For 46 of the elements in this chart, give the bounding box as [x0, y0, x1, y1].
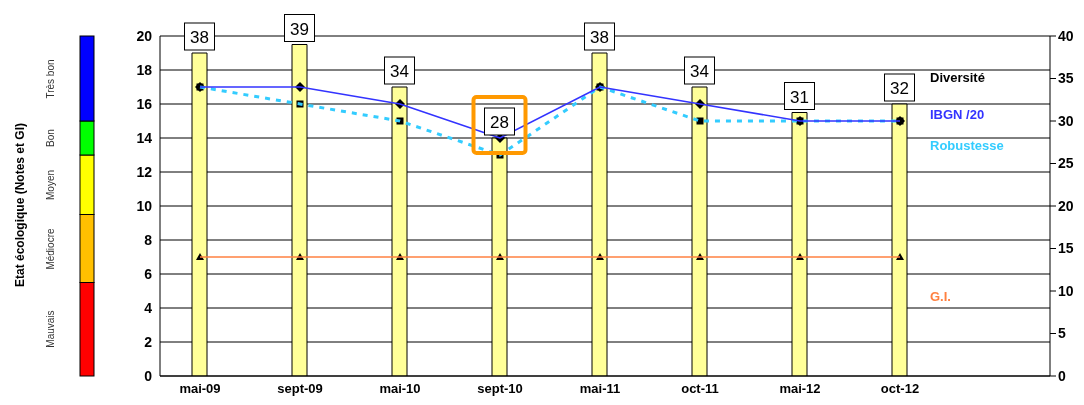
- y-tick-label: 18: [136, 61, 153, 78]
- text: G.I.: [930, 289, 951, 304]
- y-tick-label: 16: [136, 95, 153, 112]
- y-tick-label: 20: [136, 27, 153, 44]
- x-tick-label: oct-11: [681, 381, 719, 397]
- y-tick-label: 0: [144, 367, 153, 384]
- y-tick-label: 8: [144, 231, 153, 248]
- y-tick-label: 6: [144, 265, 153, 282]
- text: Médiocre: [45, 227, 56, 270]
- data-label: 28: [490, 113, 509, 132]
- text: Robustesse: [930, 138, 1004, 153]
- text: Moyen: [45, 169, 56, 200]
- y2-tick-label: 20: [1058, 197, 1074, 214]
- x-tick-label: mai-10: [379, 381, 421, 397]
- y2-tick-label: 5: [1058, 325, 1066, 342]
- y2-tick-label: 40: [1058, 27, 1074, 44]
- y-tick-label: 10: [136, 197, 153, 214]
- text: Très bon: [45, 58, 56, 99]
- data-label: 39: [290, 19, 309, 39]
- y2-tick-label: 25: [1058, 155, 1074, 172]
- y-tick-label: 14: [136, 129, 153, 146]
- data-label: 34: [690, 62, 709, 81]
- y2-tick-label: 15: [1058, 240, 1074, 257]
- x-tick-label: sept-09: [277, 381, 323, 397]
- y-tick-label: 4: [144, 299, 153, 316]
- text: Mauvais: [45, 309, 57, 350]
- y2-tick-label: 35: [1058, 70, 1074, 87]
- x-tick-label: oct-12: [880, 381, 920, 397]
- text: Etat écologique (Notes et GI): [13, 122, 27, 289]
- x-tick-label: mai-09: [179, 381, 221, 397]
- y2-tick-label: 0: [1058, 367, 1066, 384]
- data-label: 31: [790, 87, 809, 107]
- y2-tick-label: 10: [1058, 282, 1074, 299]
- data-label: 38: [590, 28, 609, 47]
- text: Diversité: [930, 70, 985, 85]
- y-tick-label: 12: [136, 163, 153, 180]
- x-tick-label: sept-10: [477, 381, 523, 397]
- data-label: 38: [190, 28, 209, 47]
- x-tick-label: mai-11: [579, 381, 621, 397]
- data-label: 34: [390, 62, 409, 81]
- y-tick-label: 2: [144, 333, 153, 350]
- data-label: 32: [890, 79, 909, 98]
- x-tick-label: mai-12: [779, 381, 821, 397]
- y2-tick-label: 30: [1058, 112, 1074, 129]
- text: Bon: [45, 129, 56, 147]
- series-label: IBGN /20: [930, 107, 985, 122]
